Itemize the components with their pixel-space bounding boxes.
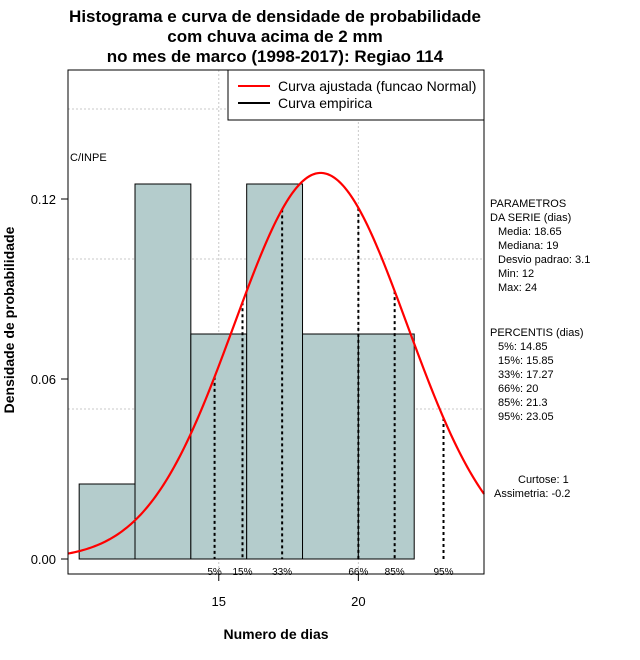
legend: Curva ajustada (funcao Normal) Curva emp… xyxy=(227,69,485,121)
chart-title-line-3: no mes de marco (1998-2017): Regiao 114 xyxy=(107,47,444,66)
percentil-15: 15%: 15.85 xyxy=(498,355,554,367)
x-tick-label-0: 15 xyxy=(212,594,226,609)
percentile-label-2: 33% xyxy=(272,567,292,578)
param-mediana: Mediana: 19 xyxy=(498,240,559,252)
legend-label-normal: Curva ajustada (funcao Normal) xyxy=(278,78,476,94)
assimetria-stat: Assimetria: -0.2 xyxy=(494,488,570,500)
param-min: Min: 12 xyxy=(498,268,534,280)
histogram-bar-1 xyxy=(134,183,192,560)
percentile-lines xyxy=(213,207,445,559)
param-desvio: Desvio padrao: 3.1 xyxy=(498,254,590,266)
y-axis-title: Densidade de probabilidade xyxy=(1,226,17,413)
percentil-95: 95%: 23.05 xyxy=(498,411,554,423)
curtose-stat: Curtose: 1 xyxy=(518,474,569,486)
percentile-labels: 5% 15% 33% 66% 85% 95% xyxy=(207,567,453,578)
percentil-5: 5%: 14.85 xyxy=(498,341,548,353)
histogram-bar-0 xyxy=(78,483,136,560)
histogram-bar-5 xyxy=(357,333,415,560)
percentile-label-3: 66% xyxy=(348,567,368,578)
y-tick-label-0: 0.00 xyxy=(31,552,56,567)
percentil-85: 85%: 21.3 xyxy=(498,397,548,409)
percentile-label-1: 15% xyxy=(232,567,252,578)
histogram-bar-3 xyxy=(246,183,304,560)
percentil-33: 33%: 17.27 xyxy=(498,369,554,381)
normal-density-curve xyxy=(67,171,485,555)
x-axis-title: Numero de dias xyxy=(223,626,328,642)
y-tick-label-2: 0.12 xyxy=(31,192,56,207)
percentile-label-5: 95% xyxy=(434,567,454,578)
y-tick-label-1: 0.06 xyxy=(31,372,56,387)
histogram-bars xyxy=(78,183,415,560)
chart-title-line-2: com chuva acima de 2 mm xyxy=(167,27,382,46)
chart-title-line-1: Histograma e curva de densidade de proba… xyxy=(69,7,481,26)
param-max: Max: 24 xyxy=(498,282,537,294)
parametros-title-1: PARAMETROS xyxy=(490,198,566,210)
inpe-annotation: C/INPE xyxy=(70,152,107,164)
parametros-title-2: DA SERIE (dias) xyxy=(490,212,571,224)
percentis-title: PERCENTIS (dias) xyxy=(490,327,584,339)
side-panel: PARAMETROS DA SERIE (dias) Media: 18.65 … xyxy=(490,198,590,500)
axes: 15 20 0.00 0.06 0.12 xyxy=(31,192,366,609)
legend-box xyxy=(227,69,485,121)
percentile-label-4: 85% xyxy=(385,567,405,578)
legend-label-empirical: Curva empirica xyxy=(278,95,372,111)
histogram-bar-4 xyxy=(302,333,359,560)
percentil-66: 66%: 20 xyxy=(498,383,538,395)
histogram-bar-2 xyxy=(190,333,248,560)
percentile-label-0: 5% xyxy=(207,567,222,578)
param-media: Media: 18.65 xyxy=(498,226,562,238)
x-tick-label-1: 20 xyxy=(351,594,365,609)
